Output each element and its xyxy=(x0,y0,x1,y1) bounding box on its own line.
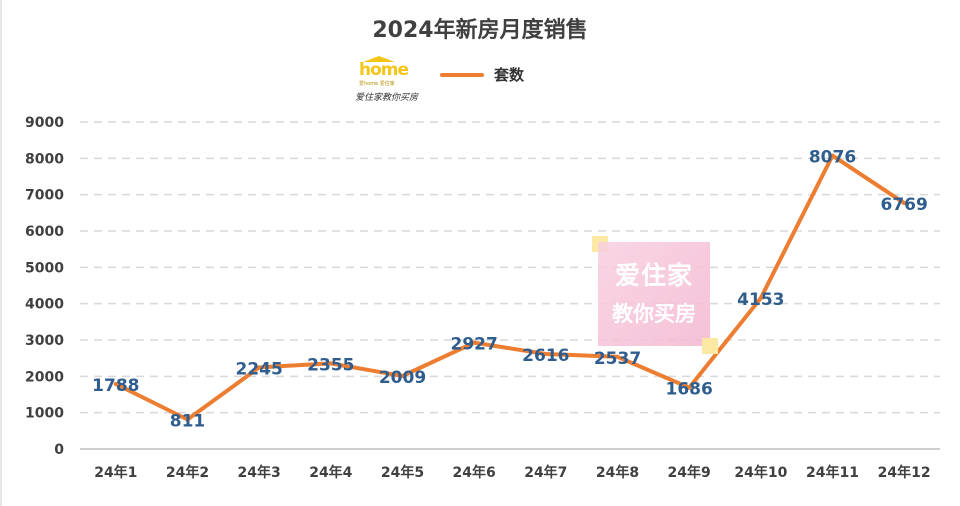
data-label: 1788 xyxy=(92,376,139,396)
y-tick-label: 9000 xyxy=(25,115,64,131)
data-label: 2616 xyxy=(522,346,569,366)
data-point xyxy=(830,153,835,158)
x-tick-label: 24年10 xyxy=(734,464,787,481)
x-tick-label: 24年9 xyxy=(668,464,711,481)
y-tick-label: 3000 xyxy=(25,333,64,349)
x-tick-label: 24年2 xyxy=(166,464,209,481)
watermark-corner xyxy=(702,338,718,354)
data-point xyxy=(472,340,477,345)
y-tick-label: 8000 xyxy=(25,151,64,167)
data-label: 8076 xyxy=(809,148,856,168)
x-tick-label: 24年11 xyxy=(806,464,859,481)
x-tick-label: 24年1 xyxy=(94,464,137,481)
data-label: 1686 xyxy=(666,380,713,400)
logo-sub: 爱home 爱住家 xyxy=(359,81,395,87)
data-label: 2355 xyxy=(307,355,354,375)
data-point xyxy=(615,354,620,359)
data-label: 2009 xyxy=(379,368,426,388)
logo-word: home xyxy=(359,56,409,80)
y-tick-label: 1000 xyxy=(25,406,64,422)
legend-swatch xyxy=(440,73,484,77)
y-tick-label: 4000 xyxy=(25,297,64,313)
y-tick-label: 7000 xyxy=(25,188,64,204)
data-point xyxy=(687,385,692,390)
data-point xyxy=(328,361,333,366)
data-label: 2245 xyxy=(236,359,283,379)
data-label: 6769 xyxy=(881,195,928,215)
data-point xyxy=(902,201,907,206)
y-tick-label: 6000 xyxy=(25,224,64,240)
data-point xyxy=(400,374,405,379)
watermark-panel xyxy=(598,242,710,346)
watermark-stamp: 爱住家 教你买房 xyxy=(592,236,718,354)
y-tick-label: 5000 xyxy=(25,260,64,276)
series-line xyxy=(113,153,907,422)
data-point xyxy=(113,382,118,387)
legend-label: 套数 xyxy=(494,66,525,84)
y-tick-label: 2000 xyxy=(25,369,64,385)
x-tick-label: 24年5 xyxy=(381,464,424,481)
data-point xyxy=(257,365,262,370)
x-tick-label: 24年8 xyxy=(596,464,639,481)
y-tick-label: 0 xyxy=(54,442,64,458)
data-point xyxy=(543,351,548,356)
data-label: 4153 xyxy=(737,290,784,310)
data-label: 2537 xyxy=(594,349,641,369)
x-tick-label: 24年12 xyxy=(878,464,931,481)
watermark-line2: 教你买房 xyxy=(612,302,696,326)
logo-script: 爱住家教你买房 xyxy=(355,93,419,103)
frame-border xyxy=(0,0,2,506)
data-point xyxy=(185,417,190,422)
data-label: 811 xyxy=(170,412,206,432)
x-tick-label: 24年6 xyxy=(453,464,496,481)
x-tick-label: 24年4 xyxy=(309,464,352,481)
x-tick-label: 24年3 xyxy=(238,464,281,481)
home-logo: home 爱home 爱住家 爱住家教你买房 xyxy=(355,56,418,106)
chart-title: 2024年新房月度销售 xyxy=(372,18,588,43)
data-point xyxy=(758,296,763,301)
watermark-line1: 爱住家 xyxy=(614,261,693,290)
data-label: 2927 xyxy=(451,335,498,355)
x-tick-label: 24年7 xyxy=(524,464,567,481)
